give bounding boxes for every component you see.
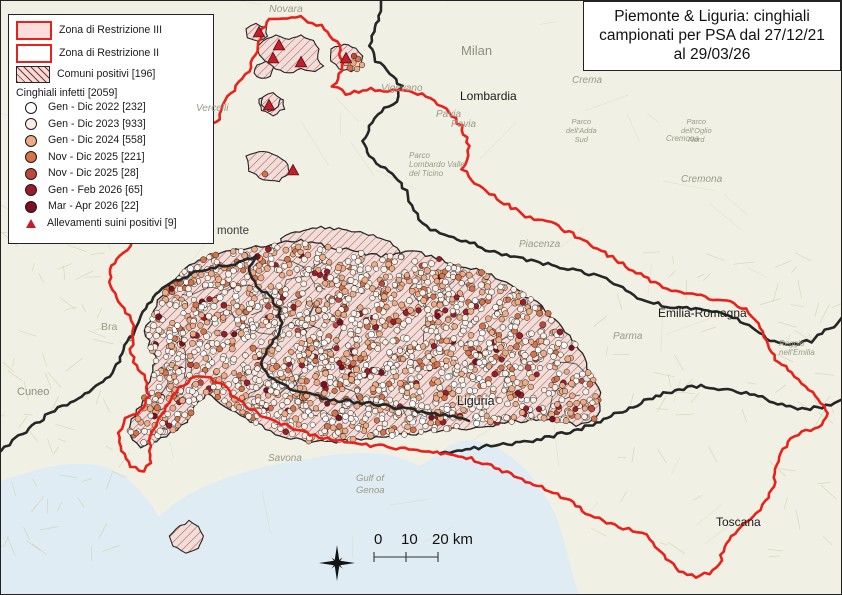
svg-text:20 km: 20 km xyxy=(432,531,473,548)
svg-text:10: 10 xyxy=(401,531,418,548)
svg-text:0: 0 xyxy=(374,531,382,548)
